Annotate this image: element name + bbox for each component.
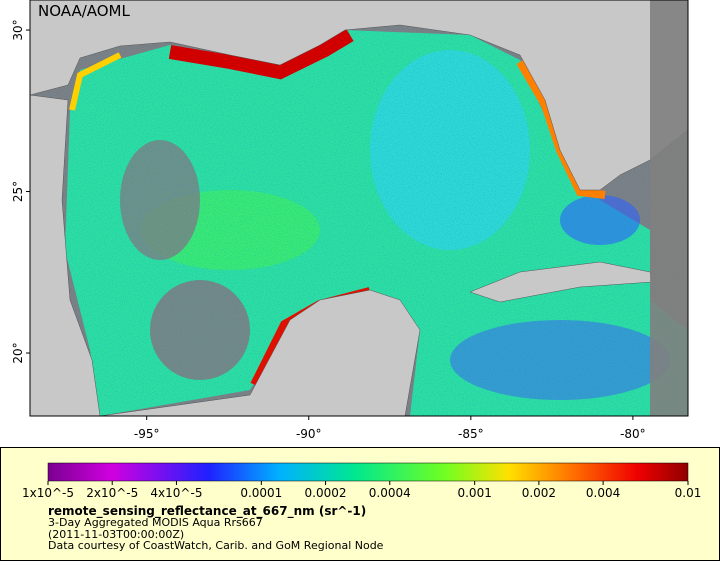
no-data — [650, 0, 688, 416]
colorbar-label: 2x10^-5 — [86, 486, 138, 500]
colorbar-label: 0.004 — [586, 486, 620, 500]
lat-label: 20° — [11, 342, 25, 363]
coastal-band — [69, 52, 122, 111]
land — [99, 289, 421, 416]
land — [30, 0, 688, 191]
colorbar-label: 0.0002 — [305, 486, 347, 500]
coastal-band — [168, 28, 354, 80]
colorbar — [47, 462, 689, 482]
land — [30, 94, 101, 416]
lat-label: 25° — [11, 181, 25, 202]
credit: NOAA/AOML — [38, 2, 131, 20]
colorbar-label: 0.002 — [522, 486, 556, 500]
lon-label: -95° — [134, 427, 160, 441]
lon-label: -80° — [620, 427, 646, 441]
legend-line: 3-Day Aggregated MODIS Aqua Rrs667 — [48, 516, 263, 529]
colorbar-label: 1x10^-5 — [22, 486, 74, 500]
legend-line: (2011-11-03T00:00:00Z) — [48, 528, 184, 541]
colorbar-label: 0.01 — [675, 486, 702, 500]
lon-label: -90° — [296, 427, 322, 441]
colorbar-label: 0.0004 — [369, 486, 411, 500]
lon-label: -85° — [458, 427, 484, 441]
colorbar-label: 0.0001 — [240, 486, 282, 500]
legend-line: Data courtesy of CoastWatch, Carib. and … — [48, 539, 384, 552]
legend-title: remote_sensing_reflectance_at_667_nm (sr… — [48, 504, 366, 519]
colorbar-label: 4x10^-5 — [150, 486, 202, 500]
map-frame — [29, 0, 689, 417]
colorbar-label: 0.001 — [457, 486, 491, 500]
map-area: NOAA/AOML — [30, 0, 688, 416]
lat-label: 30° — [11, 19, 25, 40]
